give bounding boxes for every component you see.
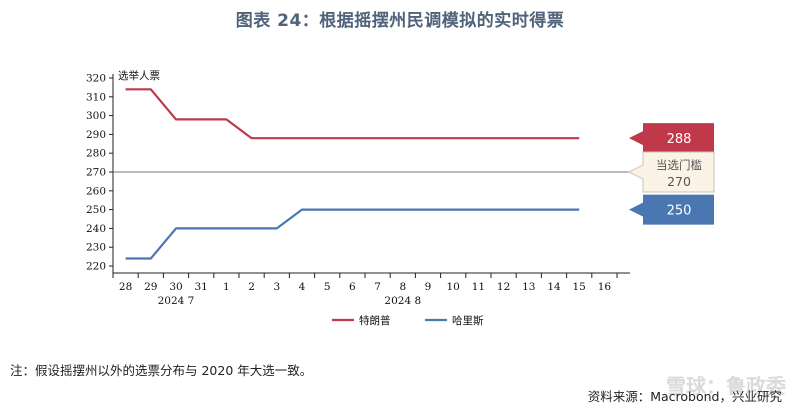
- callout-value-哈里斯: 250: [667, 204, 692, 219]
- x-tick-label: 31: [195, 281, 208, 293]
- x-tick-label: 16: [598, 281, 612, 293]
- callout-value-特朗普: 288: [667, 132, 692, 147]
- x-tick-label: 9: [425, 281, 432, 293]
- x-tick-label: 5: [324, 281, 331, 293]
- x-tick-label: 12: [497, 281, 510, 293]
- x-tick-label: 29: [144, 281, 157, 293]
- chart-legend: 特朗普 哈里斯: [332, 314, 484, 327]
- x-tick-label: 2: [248, 281, 255, 293]
- chart-title: 图表 24：根据摇摆州民调模拟的实时得票: [235, 11, 565, 31]
- x-tick-label: 6: [349, 281, 356, 293]
- callouts-group: 288 250 当选门槛 270: [627, 123, 715, 225]
- series-line-特朗普: [125, 88, 580, 140]
- callout-box-特朗普: [629, 123, 714, 154]
- y-tick-label: 260: [86, 185, 106, 197]
- x-month-label: 2024 7: [158, 295, 195, 307]
- x-tick-label: 3: [273, 281, 280, 293]
- y-axis-label: 选举人票: [118, 69, 160, 82]
- x-tick-label: 11: [472, 281, 485, 293]
- y-tick-label: 230: [86, 242, 106, 254]
- y-tick-label: 220: [86, 261, 106, 273]
- x-tick-label: 30: [169, 281, 182, 293]
- y-tick-label: 250: [86, 204, 106, 216]
- threshold-callout-box: [627, 151, 715, 193]
- series-group: [125, 88, 580, 260]
- x-month-label: 2024 8: [384, 295, 421, 307]
- x-tick-label: 28: [119, 281, 132, 293]
- threshold-label: 当选门槛: [656, 158, 702, 172]
- footnote: 注：假设摇摆州以外的选票分布与 2020 年大选一致。: [10, 363, 313, 378]
- legend-label-哈里斯: 哈里斯: [452, 314, 484, 327]
- y-tick-label: 300: [86, 110, 106, 122]
- x-tick-label: 1: [223, 281, 230, 293]
- legend-label-特朗普: 特朗普: [359, 314, 391, 327]
- x-tick-label: 13: [522, 281, 535, 293]
- source-note: 资料来源：Macrobond，兴业研究: [587, 389, 782, 404]
- x-tick-label: 10: [447, 281, 460, 293]
- y-tick-label: 320: [86, 73, 106, 85]
- series-line-哈里斯: [125, 208, 580, 260]
- y-tick-label: 290: [86, 129, 106, 141]
- x-tick-label: 14: [547, 281, 561, 293]
- x-tick-label: 4: [299, 281, 306, 293]
- y-tick-label: 280: [86, 148, 106, 160]
- x-tick-label: 7: [374, 281, 381, 293]
- x-tick-label: 8: [399, 281, 406, 293]
- y-tick-label: 310: [86, 91, 106, 103]
- callout-box-哈里斯: [629, 194, 714, 225]
- watermark: 雪球：鲁政委: [666, 374, 786, 398]
- threshold-value: 270: [667, 174, 691, 189]
- y-tick-label: 240: [86, 223, 106, 235]
- y-tick-label: 270: [86, 167, 106, 179]
- x-tick-label: 15: [573, 281, 586, 293]
